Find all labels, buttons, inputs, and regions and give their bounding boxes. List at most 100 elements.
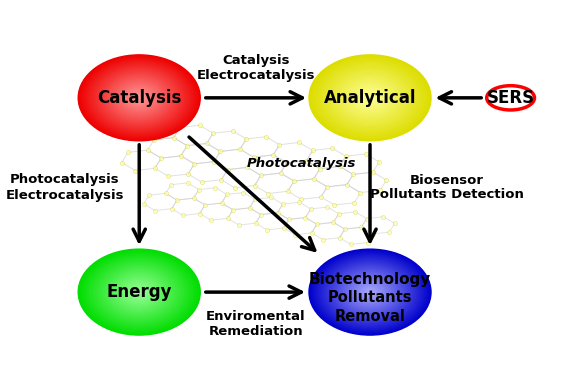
Circle shape <box>107 75 171 120</box>
Circle shape <box>349 277 391 307</box>
Circle shape <box>346 275 395 309</box>
Circle shape <box>83 58 196 138</box>
Circle shape <box>316 255 424 330</box>
Circle shape <box>335 267 405 317</box>
Circle shape <box>90 258 188 327</box>
Circle shape <box>364 93 376 102</box>
Circle shape <box>121 279 158 305</box>
Circle shape <box>100 264 179 320</box>
Circle shape <box>105 268 173 316</box>
Circle shape <box>318 256 422 328</box>
Circle shape <box>350 278 390 306</box>
Circle shape <box>121 85 158 111</box>
Circle shape <box>133 93 145 102</box>
Circle shape <box>89 62 189 133</box>
Circle shape <box>326 261 414 323</box>
Circle shape <box>332 265 408 319</box>
Circle shape <box>320 256 420 327</box>
Circle shape <box>359 285 380 300</box>
Circle shape <box>352 279 388 305</box>
Circle shape <box>118 83 160 113</box>
Circle shape <box>331 264 410 320</box>
Circle shape <box>362 287 378 297</box>
Circle shape <box>84 59 194 136</box>
Circle shape <box>324 260 416 324</box>
Circle shape <box>78 55 200 141</box>
Ellipse shape <box>486 86 535 110</box>
Circle shape <box>338 75 402 120</box>
Circle shape <box>314 58 426 138</box>
Circle shape <box>347 82 393 114</box>
Circle shape <box>366 289 375 296</box>
Circle shape <box>81 57 197 139</box>
Text: Photocatalysis
Electrocatalysis: Photocatalysis Electrocatalysis <box>6 174 124 201</box>
Circle shape <box>331 70 410 126</box>
Circle shape <box>134 289 144 296</box>
Circle shape <box>90 63 188 132</box>
Circle shape <box>309 249 431 335</box>
Circle shape <box>311 56 429 140</box>
Circle shape <box>342 273 397 312</box>
Circle shape <box>312 57 428 139</box>
Circle shape <box>358 89 382 106</box>
Circle shape <box>369 291 371 293</box>
Text: Catalysis
Electrocatalysis: Catalysis Electrocatalysis <box>197 54 315 82</box>
Circle shape <box>115 81 164 115</box>
Circle shape <box>353 86 387 109</box>
Circle shape <box>138 291 141 293</box>
Circle shape <box>101 71 177 124</box>
Circle shape <box>112 78 167 117</box>
Circle shape <box>356 88 384 108</box>
Circle shape <box>366 94 375 101</box>
Circle shape <box>342 78 397 117</box>
Circle shape <box>369 97 371 99</box>
Circle shape <box>95 261 184 323</box>
Circle shape <box>127 284 151 301</box>
Circle shape <box>132 93 147 103</box>
Circle shape <box>132 287 147 297</box>
Circle shape <box>80 56 198 140</box>
Circle shape <box>96 262 182 322</box>
Circle shape <box>335 73 405 123</box>
Circle shape <box>367 290 373 294</box>
Circle shape <box>332 71 408 124</box>
Circle shape <box>103 72 176 124</box>
Circle shape <box>349 83 391 113</box>
Circle shape <box>98 69 180 127</box>
Circle shape <box>122 86 156 109</box>
Text: Catalysis: Catalysis <box>97 89 181 107</box>
Circle shape <box>110 77 168 118</box>
Circle shape <box>110 272 168 312</box>
Circle shape <box>321 258 419 327</box>
Circle shape <box>129 90 150 105</box>
Circle shape <box>92 64 187 131</box>
Text: Biosensor
Pollutants Detection: Biosensor Pollutants Detection <box>370 174 524 201</box>
Circle shape <box>109 76 170 119</box>
Circle shape <box>346 81 395 115</box>
Circle shape <box>138 97 141 99</box>
Text: Analytical: Analytical <box>324 89 416 107</box>
Circle shape <box>136 290 142 294</box>
Circle shape <box>338 270 402 315</box>
Text: SERS: SERS <box>486 89 535 107</box>
Text: Enviromental
Remediation: Enviromental Remediation <box>206 310 306 338</box>
Circle shape <box>133 288 145 296</box>
Circle shape <box>361 92 379 104</box>
Circle shape <box>364 288 376 296</box>
Circle shape <box>344 274 396 310</box>
Circle shape <box>340 76 400 119</box>
Circle shape <box>352 85 388 111</box>
Circle shape <box>113 274 165 310</box>
Circle shape <box>329 263 411 321</box>
Circle shape <box>125 282 153 302</box>
Circle shape <box>130 286 149 298</box>
Circle shape <box>315 59 425 136</box>
Circle shape <box>116 82 162 114</box>
Circle shape <box>362 93 378 103</box>
Circle shape <box>101 265 177 319</box>
Circle shape <box>124 281 154 303</box>
Text: Pollutants
Removal: Pollutants Removal <box>328 290 412 324</box>
Circle shape <box>100 70 179 126</box>
Circle shape <box>127 89 151 106</box>
Circle shape <box>329 69 411 127</box>
